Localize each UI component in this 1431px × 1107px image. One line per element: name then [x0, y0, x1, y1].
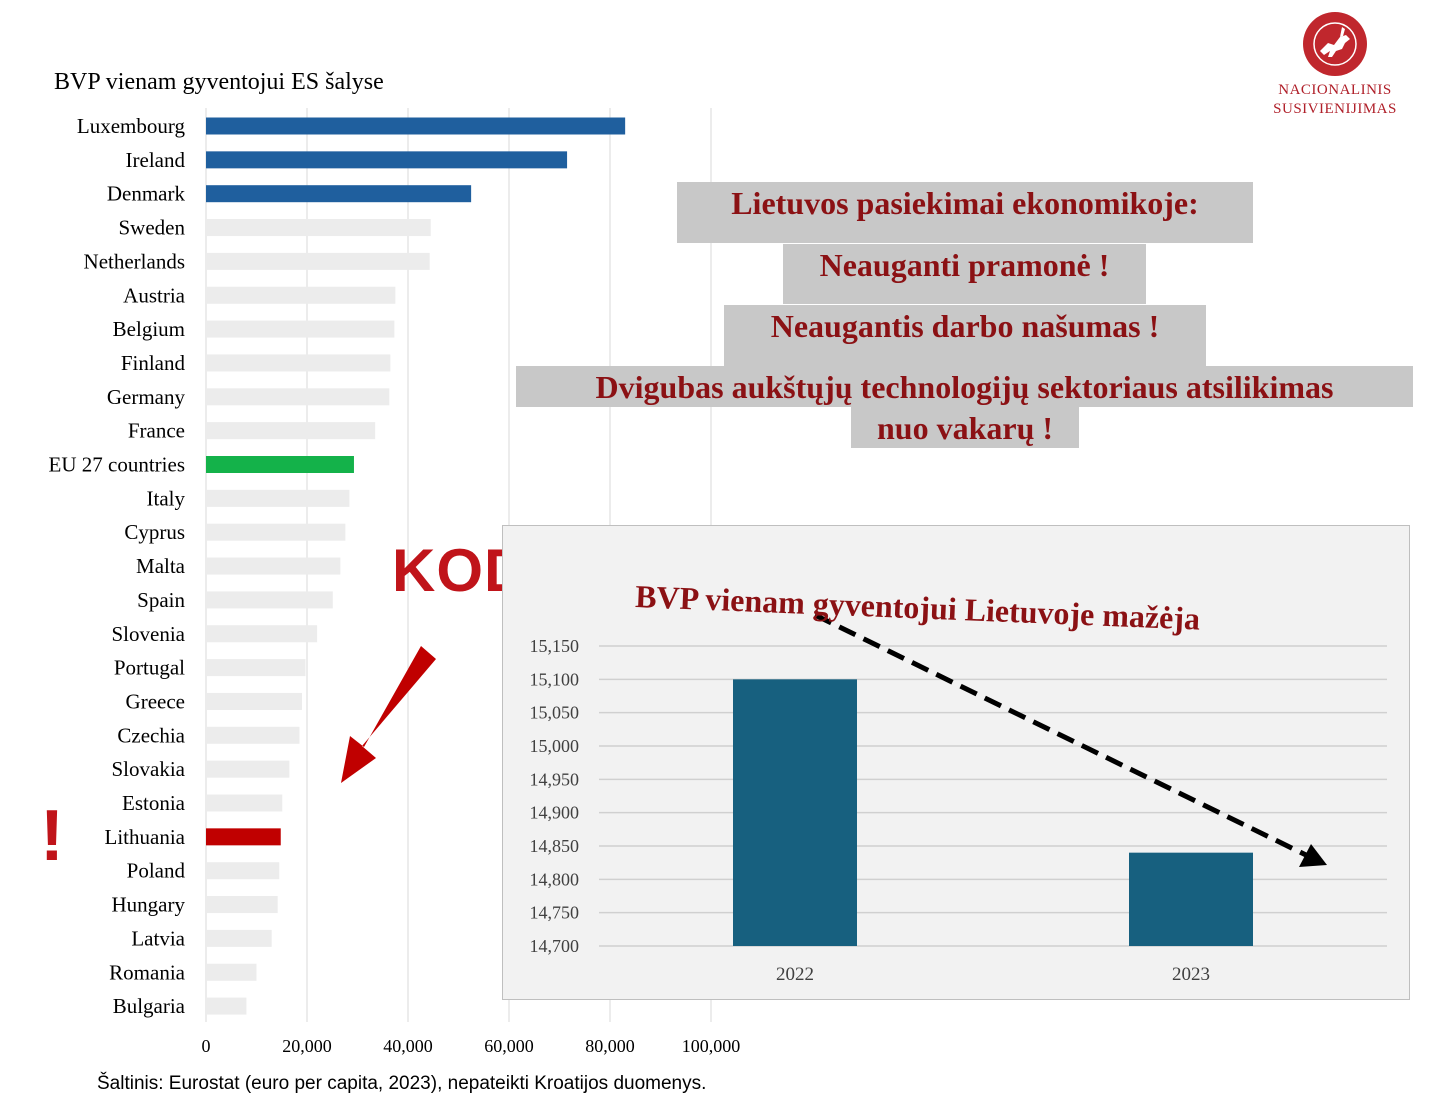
y-tick-label: 14,750	[530, 903, 580, 923]
y-tick-label: 14,700	[530, 936, 580, 956]
category-label: Belgium	[113, 317, 185, 341]
y-tick-label: 14,800	[530, 869, 580, 889]
bar-sweden	[206, 219, 431, 237]
bar-germany	[206, 388, 390, 406]
bar-estonia	[206, 794, 283, 812]
headline-line-4: Dvigubas aukštųjų technologijų sektoriau…	[516, 366, 1413, 407]
x-tick-label: 60,000	[484, 1036, 534, 1056]
category-label: Portugal	[114, 656, 185, 680]
bar-ireland	[206, 151, 568, 169]
bar-malta	[206, 557, 341, 575]
trend-arrow-head-icon	[1299, 844, 1327, 867]
x-tick-label: 100,000	[682, 1036, 741, 1056]
headline-line-5: nuo vakarų !	[851, 407, 1079, 448]
exclamation-mark: !	[40, 796, 64, 876]
category-label: Luxembourg	[77, 114, 186, 138]
category-label: Ireland	[126, 148, 186, 172]
y-tick-label: 15,150	[530, 636, 580, 656]
bar-portugal	[206, 659, 306, 677]
bar-2023	[1129, 852, 1253, 946]
x-tick-label: 2023	[1172, 964, 1210, 985]
x-tick-label: 80,000	[585, 1036, 635, 1056]
chart-title: BVP vienam gyventojui ES šalyse	[54, 69, 384, 95]
category-label: Germany	[107, 385, 186, 409]
bar-italy	[206, 489, 350, 507]
down-left-arrow-icon	[341, 646, 436, 783]
category-label: Romania	[109, 960, 185, 984]
category-label: Estonia	[122, 791, 186, 815]
source-note: Šaltinis: Eurostat (euro per capita, 202…	[97, 1073, 707, 1094]
bar-france	[206, 422, 376, 440]
x-tick-label: 2022	[776, 964, 814, 985]
logo-text-line2: SUSIVIENIJIMAS	[1273, 101, 1397, 117]
bar-denmark	[206, 185, 472, 203]
category-label: Italy	[147, 486, 186, 510]
bar-spain	[206, 591, 333, 609]
bar-poland	[206, 862, 280, 880]
headline-line-3: Neaugantis darbo našumas !	[724, 305, 1206, 366]
bar-bulgaria	[206, 997, 247, 1015]
y-tick-label: 14,950	[530, 769, 580, 789]
category-label: Bulgaria	[113, 994, 186, 1018]
y-tick-label: 15,000	[530, 736, 580, 756]
category-label: Austria	[123, 283, 186, 307]
logo: NACIONALINIS SUSIVIENIJIMAS	[1262, 12, 1408, 119]
bar-2022	[733, 679, 857, 946]
headline-line-2: Neauganti pramonė !	[783, 244, 1146, 304]
category-label: Finland	[121, 351, 186, 375]
lithuania-gdp-inset-chart: 15,150 15,100 15,050 15,000 14,950 14,900 14,8…	[530, 612, 1387, 985]
bar-czechia	[206, 726, 300, 744]
bar-eu-27-countries	[206, 456, 354, 473]
bar-belgium	[206, 320, 395, 338]
bar-lithuania	[206, 828, 281, 846]
logo-text-line1: NACIONALINIS	[1278, 82, 1392, 98]
y-tick-label: 15,050	[530, 703, 580, 723]
category-label: Denmark	[107, 182, 186, 206]
category-label: Cyprus	[124, 520, 185, 544]
vytis-emblem-icon	[1303, 12, 1367, 76]
bar-latvia	[206, 929, 272, 947]
category-label: Slovenia	[112, 622, 186, 646]
bar-greece	[206, 692, 302, 710]
headline-line-1: Lietuvos pasiekimai ekonomikoje:	[677, 182, 1253, 243]
category-label: Netherlands	[84, 249, 185, 273]
category-label: Greece	[126, 689, 185, 713]
inset-chart-panel: 15,150 15,100 15,050 15,000 14,950 14,900 14,8…	[502, 525, 1410, 1000]
bar-slovenia	[206, 625, 318, 643]
x-tick-label: 20,000	[282, 1036, 332, 1056]
bar-romania	[206, 963, 257, 981]
y-tick-label: 15,100	[530, 669, 580, 689]
category-label: Slovakia	[112, 757, 186, 781]
bar-cyprus	[206, 523, 346, 541]
bar-finland	[206, 354, 391, 372]
y-tick-label: 14,850	[530, 836, 580, 856]
category-label: Lithuania	[105, 825, 186, 849]
bar-slovakia	[206, 760, 290, 778]
bar-austria	[206, 286, 396, 304]
category-label: Sweden	[119, 216, 186, 240]
category-label: Malta	[136, 554, 186, 578]
trend-arrow-line	[813, 612, 1310, 859]
category-label: France	[128, 419, 185, 443]
category-label: Hungary	[112, 893, 186, 917]
bar-luxembourg	[206, 117, 626, 135]
x-tick-label: 40,000	[383, 1036, 433, 1056]
category-label: Czechia	[117, 723, 185, 747]
bar-netherlands	[206, 252, 430, 270]
category-label: Latvia	[131, 926, 185, 950]
x-tick-label: 0	[202, 1036, 211, 1056]
category-label: Poland	[127, 859, 186, 883]
category-label: EU 27 countries	[49, 453, 185, 477]
bar-hungary	[206, 896, 278, 914]
category-label: Spain	[137, 588, 185, 612]
y-tick-label: 14,900	[530, 803, 580, 823]
